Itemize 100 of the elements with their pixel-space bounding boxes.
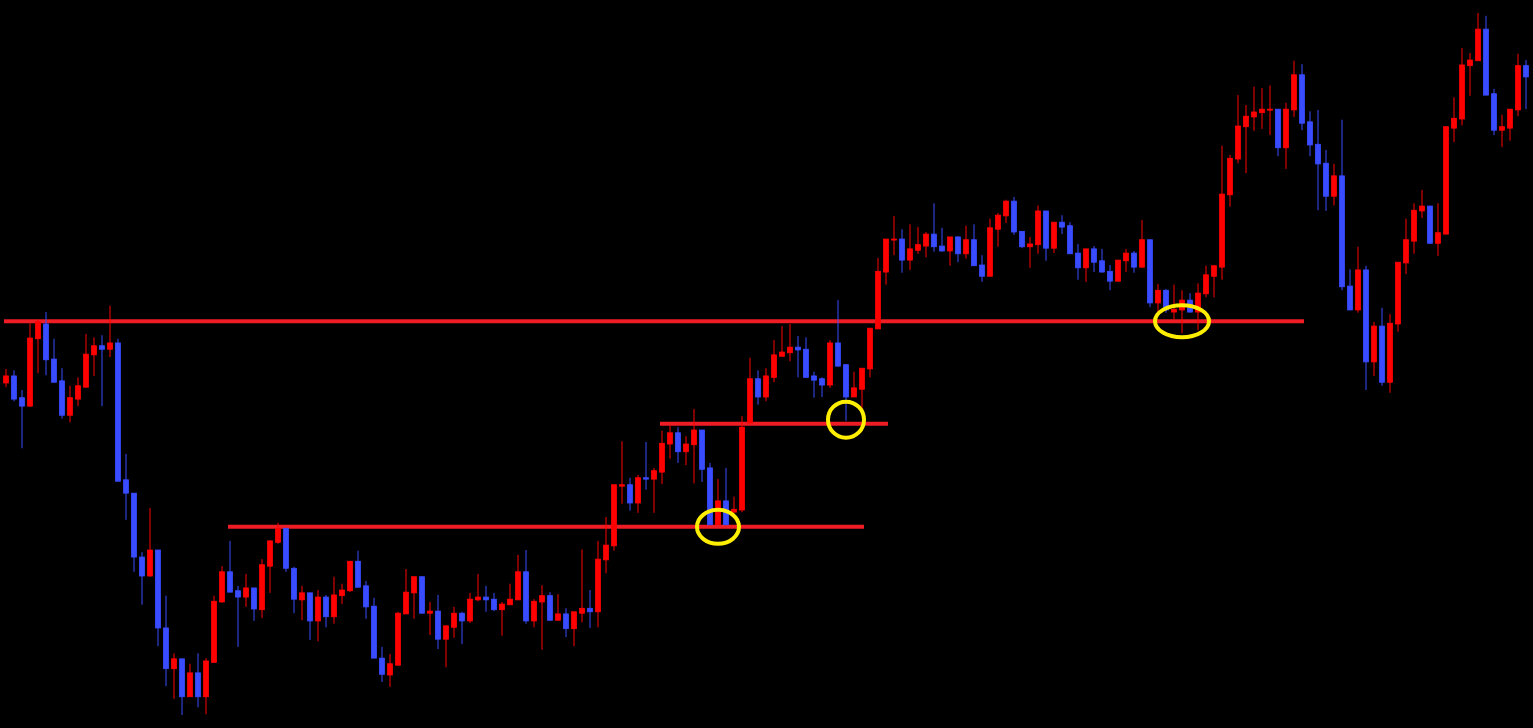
candlestick [499, 601, 505, 637]
candlestick [491, 592, 497, 612]
candlestick [443, 625, 449, 668]
candlestick [1403, 218, 1409, 275]
candlestick [363, 580, 369, 620]
candlestick [1523, 59, 1529, 110]
candlestick [531, 598, 537, 628]
candlestick [1099, 248, 1105, 274]
candlestick [67, 385, 73, 423]
candlestick [587, 589, 593, 629]
candlestick [891, 215, 897, 256]
candlestick [947, 236, 953, 267]
candlestick [955, 235, 961, 263]
candlestick [979, 254, 985, 283]
candlestick [75, 376, 81, 407]
candlestick [195, 652, 201, 708]
candlestick [851, 371, 857, 398]
candlestick [1259, 87, 1265, 130]
candlestick [1419, 189, 1425, 219]
candlestick [1059, 214, 1065, 235]
candlestick [1083, 248, 1089, 283]
candlestick [1467, 52, 1473, 97]
candlestick [627, 477, 633, 512]
candlestick [571, 611, 577, 647]
candlestick [387, 653, 393, 688]
candlestick [299, 585, 305, 621]
candlestick [1131, 250, 1137, 274]
candlestick [1315, 109, 1321, 211]
candlestick [1027, 236, 1033, 269]
candlestick [467, 592, 473, 624]
candlestick [51, 338, 57, 383]
candlestick [315, 589, 321, 642]
candlestick [555, 593, 561, 622]
candlestick [1435, 202, 1441, 257]
candlestick [1203, 265, 1209, 298]
candlestick [835, 299, 841, 368]
candlestick [1075, 243, 1081, 281]
candlestick [483, 585, 489, 613]
candlestick [1347, 268, 1353, 311]
candlestick [459, 611, 465, 645]
candlestick [1451, 96, 1457, 143]
candlestick [619, 440, 625, 505]
candlestick [1123, 248, 1129, 273]
candlestick [763, 367, 769, 402]
candlestick [91, 336, 97, 377]
candlestick [731, 496, 737, 514]
candlestick [787, 323, 793, 362]
candlestick [403, 568, 409, 615]
candlestick [1507, 108, 1513, 142]
candlestick [1211, 265, 1217, 298]
candlestick [931, 202, 937, 253]
candlestick [227, 540, 233, 593]
candlestick [1107, 264, 1113, 291]
candlestick [507, 583, 513, 606]
candlestick [35, 319, 41, 374]
candlestick [1171, 284, 1177, 321]
candlestick [1243, 104, 1249, 174]
candlestick [323, 594, 329, 628]
candlestick [1091, 245, 1097, 273]
candlestick [755, 369, 761, 406]
candlestick [1115, 259, 1121, 283]
candlestick [675, 426, 681, 464]
candlestick [275, 522, 281, 545]
candlestick [187, 663, 193, 698]
candlestick [19, 389, 25, 449]
candlestick [331, 576, 337, 625]
candlestick [923, 231, 929, 258]
candlestick [643, 441, 649, 491]
candlestick [427, 601, 433, 636]
candlestick [667, 425, 673, 460]
candlestick [915, 226, 921, 255]
candlestick [123, 453, 129, 521]
candlestick [603, 516, 609, 574]
candlestick [995, 212, 1001, 248]
candlestick [1307, 110, 1313, 157]
candlestick [1155, 283, 1161, 314]
candlestick [1331, 163, 1337, 206]
candlestick [171, 652, 177, 700]
candlestick [779, 325, 785, 357]
candlestick [139, 551, 145, 606]
candlestick [339, 583, 345, 605]
candlestick [107, 305, 113, 358]
candlestick [243, 573, 249, 608]
candlestick [251, 587, 257, 622]
candlestick [771, 339, 777, 383]
candlestick [651, 467, 657, 514]
candlestick [235, 585, 241, 648]
candlestick [11, 369, 17, 402]
candlestick [379, 646, 385, 683]
candlestick [99, 334, 105, 407]
candlestick [939, 227, 945, 253]
candlestick [579, 548, 585, 623]
candlestick [859, 367, 865, 411]
candlestick [539, 584, 545, 651]
candlestick [411, 576, 417, 620]
candlestick [3, 368, 9, 388]
candlestick [683, 435, 689, 466]
candlestick [795, 335, 801, 378]
candlestick [899, 228, 905, 274]
candlestick [563, 607, 569, 638]
